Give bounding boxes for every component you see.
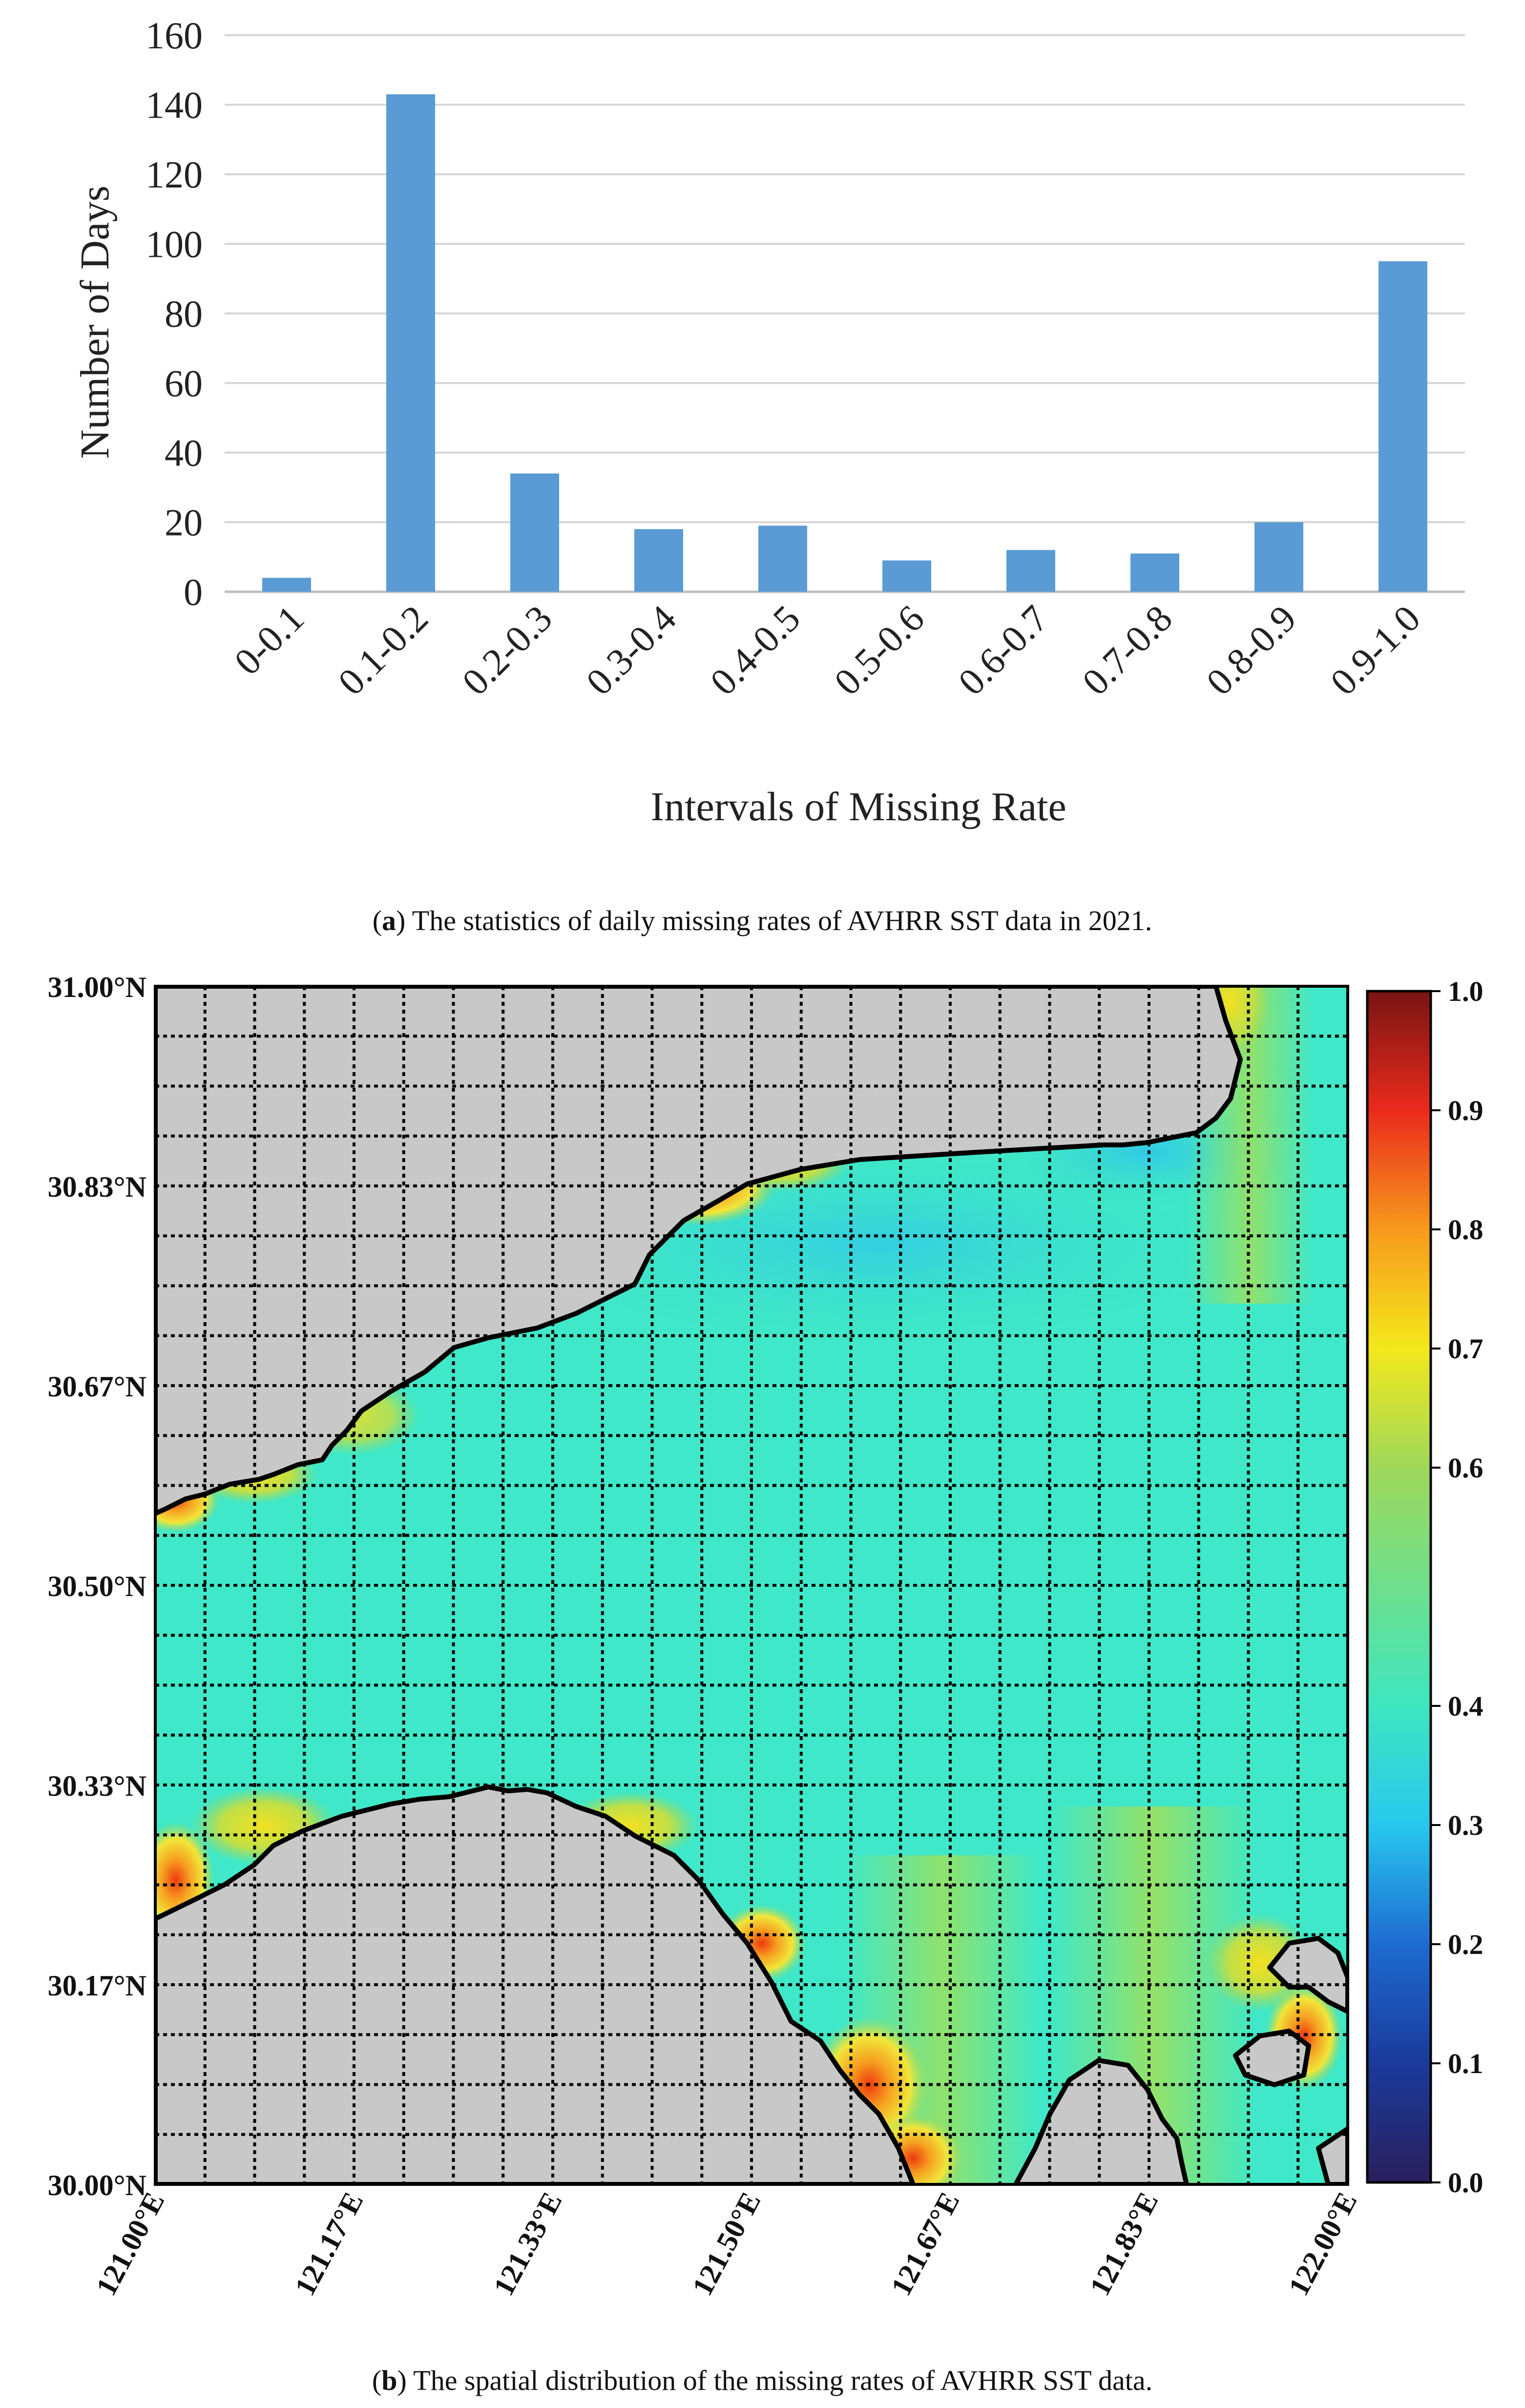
- x-tick-labels: 0-0.1 0.1-0.2 0.2-0.3 0.3-0.4 0.4-0.5 0.5-0.6…: [226, 597, 1428, 704]
- x-tick-label: 0.3-0.4: [578, 597, 684, 704]
- colorbar-label: 0.3: [1448, 1809, 1483, 1841]
- lat-label: 31.00°N: [48, 971, 146, 1003]
- bar-0.2-0.3: [510, 473, 559, 592]
- y-tick-label: 140: [146, 84, 203, 126]
- y-tick-label: 100: [146, 223, 203, 266]
- lat-label: 30.50°N: [48, 1570, 146, 1602]
- colorbar-label: 0.9: [1448, 1095, 1483, 1126]
- y-tick-label: 40: [165, 432, 203, 474]
- bars: [262, 94, 1427, 592]
- bar-0.3-0.4: [634, 529, 683, 592]
- x-tick-label: 0.5-0.6: [826, 597, 932, 704]
- lat-label: 30.67°N: [48, 1370, 146, 1403]
- latitude-tick-labels: 30.00°N 30.17°N 30.33°N 30.50°N 30.67°N 30.83…: [48, 971, 146, 2201]
- lat-label: 30.00°N: [48, 2169, 146, 2201]
- caption-a-label: a: [382, 905, 396, 936]
- north-land: [155, 986, 1243, 1516]
- colorbar-label: 0.2: [1448, 1929, 1483, 1960]
- y-tick-label: 0: [184, 571, 203, 613]
- caption-a: (a) The statistics of daily missing rate…: [373, 905, 1152, 936]
- lon-label: 121.00°E: [90, 2187, 171, 2301]
- colorbar: [1366, 990, 1432, 2184]
- bar-0.4-0.5: [758, 525, 807, 592]
- y-tick-label: 80: [165, 292, 203, 335]
- y-tick-labels: 0 20 40 60 80 100 120 140 160: [146, 14, 203, 613]
- x-tick-label: 0.2-0.3: [454, 597, 560, 704]
- x-tick-label: 0.9-1.0: [1322, 597, 1428, 704]
- lon-label: 121.50°E: [686, 2187, 767, 2301]
- lat-label: 30.83°N: [48, 1171, 146, 1203]
- x-tick-label: 0.7-0.8: [1074, 597, 1180, 704]
- y-axis-label: Number of Days: [72, 186, 118, 459]
- x-tick-label: 0-0.1: [226, 597, 312, 683]
- colorbar-label: 0.8: [1448, 1214, 1483, 1246]
- lon-label: 121.67°E: [885, 2187, 966, 2301]
- missing-rate-map: 30.00°N 30.17°N 30.33°N 30.50°N 30.67°N 30.83…: [48, 971, 1483, 2301]
- y-tick-label: 160: [146, 14, 203, 57]
- caption-b-label: b: [381, 2365, 397, 2396]
- missing-rate-bar-chart: 0 20 40 60 80 100 120 140 160 0-0.1 0.1-0.2 0.2-0.…: [72, 14, 1465, 830]
- bar-0.5-0.6: [882, 560, 931, 592]
- colorbar-label: 0.6: [1448, 1452, 1483, 1484]
- caption-b: (b) The spatial distribution of the miss…: [372, 2365, 1152, 2396]
- x-tick-label: 0.1-0.2: [330, 597, 436, 704]
- colorbar-label: 1.0: [1448, 976, 1483, 1007]
- bar-0-0.1: [262, 578, 311, 592]
- lon-label: 121.83°E: [1084, 2187, 1165, 2301]
- bar-0.6-0.7: [1006, 550, 1055, 592]
- y-tick-label: 20: [165, 501, 203, 544]
- colorbar-label: 0.7: [1448, 1333, 1483, 1365]
- lat-label: 30.17°N: [48, 1970, 146, 2002]
- bar-0.9-1.0: [1379, 261, 1427, 592]
- bar-0.1-0.2: [386, 94, 435, 592]
- y-tick-label: 60: [165, 362, 203, 405]
- lon-label: 122.00°E: [1282, 2187, 1363, 2301]
- lon-label: 121.33°E: [487, 2187, 568, 2301]
- island-large: [1013, 2058, 1189, 2184]
- bar-0.7-0.8: [1130, 553, 1179, 592]
- lon-label: 121.17°E: [289, 2187, 370, 2301]
- map-frame: [154, 985, 1349, 2186]
- map-gridlines: [155, 986, 1348, 2184]
- y-tick-label: 120: [146, 153, 203, 196]
- caption-b-text: The spatial distribution of the missing …: [407, 2365, 1152, 2396]
- bar-0.8-0.9: [1254, 522, 1303, 592]
- caption-a-text: The statistics of daily missing rates of…: [405, 905, 1152, 936]
- colorbar-label: 0.0: [1448, 2167, 1483, 2199]
- x-tick-label: 0.6-0.7: [950, 597, 1056, 704]
- x-tick-label: 0.4-0.5: [702, 597, 808, 704]
- colorbar-label: 0.1: [1448, 2048, 1483, 2079]
- x-axis-label: Intervals of Missing Rate: [650, 784, 1066, 830]
- colorbar-label: 0.4: [1448, 1690, 1483, 1722]
- longitude-tick-labels: 121.00°E 121.17°E 121.33°E 121.50°E 121.67°E…: [90, 2187, 1363, 2301]
- colorbar-tick-labels: 0.0 0.1 0.2 0.3 0.4 0.6 0.7 0.8 0.9 1.0: [1431, 976, 1483, 2199]
- lat-label: 30.33°N: [48, 1770, 146, 1802]
- x-tick-label: 0.8-0.9: [1198, 597, 1304, 704]
